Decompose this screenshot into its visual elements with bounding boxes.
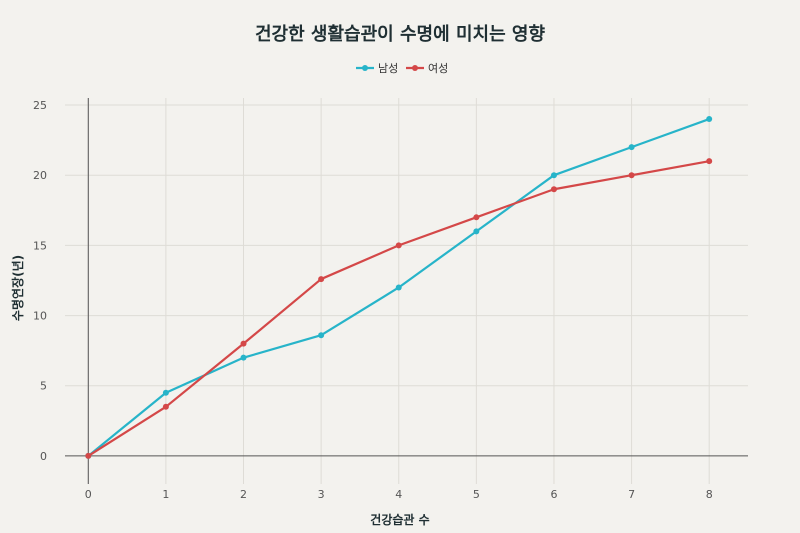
x-tick-label: 1 [162,488,169,501]
legend: 남성 여성 [356,62,448,75]
x-tick-label: 0 [85,488,92,501]
data-point [473,214,480,221]
data-point [473,228,480,235]
legend-marker [412,65,418,71]
series-0 [85,116,713,459]
x-tick-label: 6 [550,488,557,501]
data-point [85,452,92,459]
data-point [318,332,325,339]
legend-label: 남성 [378,62,398,75]
data-point [395,242,402,249]
y-tick-label: 15 [33,239,47,252]
data-point [706,116,713,123]
legend-item[interactable]: 여성 [406,62,448,75]
data-point [550,186,557,193]
x-tick-label: 3 [318,488,325,501]
data-point [162,389,169,396]
y-tick-label: 25 [33,99,47,112]
tick-labels: 0 1 2 3 4 5 6 7 8 0 5 10 15 20 25 [33,99,713,501]
chart-title: 건강한 생활습관이 수명에 미치는 영향 [255,24,545,45]
series-1 [85,158,713,459]
data-point [628,144,635,151]
y-tick-label: 0 [40,450,47,463]
series-group [85,116,713,459]
legend-label: 여성 [428,62,448,75]
data-point [240,340,247,347]
y-tick-label: 5 [40,380,47,393]
legend-marker [362,65,368,71]
x-tick-label: 7 [628,488,635,501]
data-point [240,354,247,361]
data-point [628,172,635,179]
x-tick-label: 5 [473,488,480,501]
x-tick-label: 8 [706,488,713,501]
y-axis-title: 수명연장(년) [10,255,25,321]
axes [65,98,748,484]
data-point [550,172,557,179]
data-point [318,276,325,283]
data-point [706,158,713,165]
y-tick-label: 20 [33,169,47,182]
x-axis-title: 건강습관 수 [370,512,429,527]
y-tick-label: 10 [33,310,47,323]
legend-item[interactable]: 남성 [356,62,398,75]
x-tick-label: 4 [395,488,402,501]
grid [65,98,748,484]
x-tick-label: 2 [240,488,247,501]
data-point [162,403,169,410]
data-point [395,284,402,291]
